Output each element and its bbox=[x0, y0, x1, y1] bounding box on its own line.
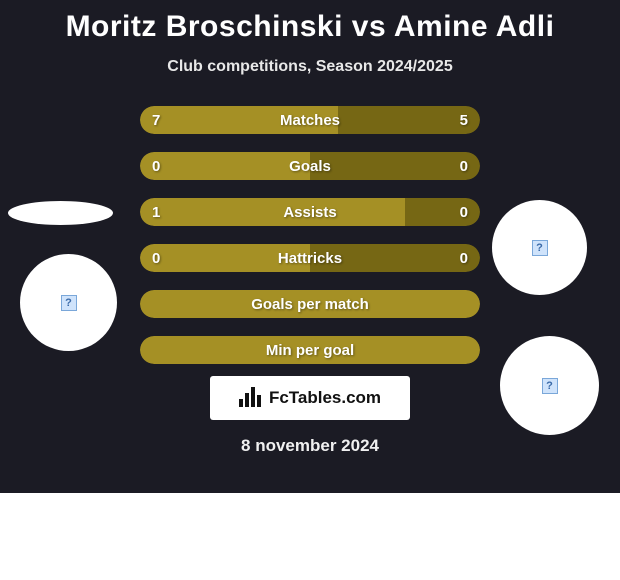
bar-segment-full bbox=[140, 336, 480, 364]
decor-ellipse bbox=[8, 201, 113, 225]
bars-container: Matches75 Goals00 Assists10 Hattricks00 Goal… bbox=[140, 106, 480, 382]
bars-icon bbox=[239, 385, 263, 412]
stat-row: Assists10 bbox=[140, 198, 480, 226]
stat-row: Goals00 bbox=[140, 152, 480, 180]
stat-row: Goals per match bbox=[140, 290, 480, 318]
image-placeholder-icon: ? bbox=[61, 295, 77, 311]
page-title: Moritz Broschinski vs Amine Adli bbox=[0, 0, 620, 44]
bar-segment-right bbox=[405, 198, 480, 226]
image-placeholder-icon: ? bbox=[532, 240, 548, 256]
bar-segment-full bbox=[140, 290, 480, 318]
bar-segment-left bbox=[140, 198, 405, 226]
stat-row: Hattricks00 bbox=[140, 244, 480, 272]
left-player-circle: ? bbox=[20, 254, 117, 351]
comparison-chart: ??? Matches75 Goals00 Assists10 Hattricks00… bbox=[0, 76, 620, 476]
page-subtitle: Club competitions, Season 2024/2025 bbox=[0, 58, 620, 76]
bar-segment-right bbox=[310, 152, 480, 180]
stat-row: Matches75 bbox=[140, 106, 480, 134]
bar-segment-left bbox=[140, 106, 338, 134]
image-placeholder-icon: ? bbox=[542, 378, 558, 394]
bar-segment-left bbox=[140, 152, 310, 180]
stat-row: Min per goal bbox=[140, 336, 480, 364]
bar-segment-right bbox=[338, 106, 480, 134]
fctables-badge: FcTables.com bbox=[210, 376, 410, 420]
right-lower-circle: ? bbox=[500, 336, 599, 435]
brand-label: FcTables.com bbox=[269, 388, 381, 408]
snapshot-date: 8 november 2024 bbox=[0, 436, 620, 456]
right-player-circle: ? bbox=[492, 200, 587, 295]
bar-segment-left bbox=[140, 244, 310, 272]
bar-segment-right bbox=[310, 244, 480, 272]
